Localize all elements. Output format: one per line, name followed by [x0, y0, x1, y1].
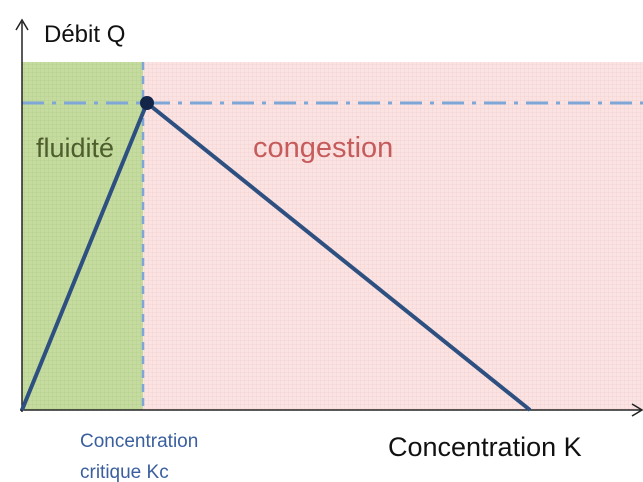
fluid-region: [22, 62, 143, 410]
fluid-label: fluidité: [36, 133, 114, 163]
critical-label-line: critique Kc: [80, 462, 169, 482]
congestion-region: [143, 62, 643, 410]
x-arrow: [631, 403, 643, 417]
critical-point: [140, 96, 154, 110]
critical-label-line: Concentration: [80, 431, 198, 452]
congestion-label: congestion: [253, 132, 393, 164]
y-arrow: [15, 18, 29, 31]
y-label: Débit Q: [44, 21, 125, 48]
x-label: Concentration K: [388, 432, 582, 462]
